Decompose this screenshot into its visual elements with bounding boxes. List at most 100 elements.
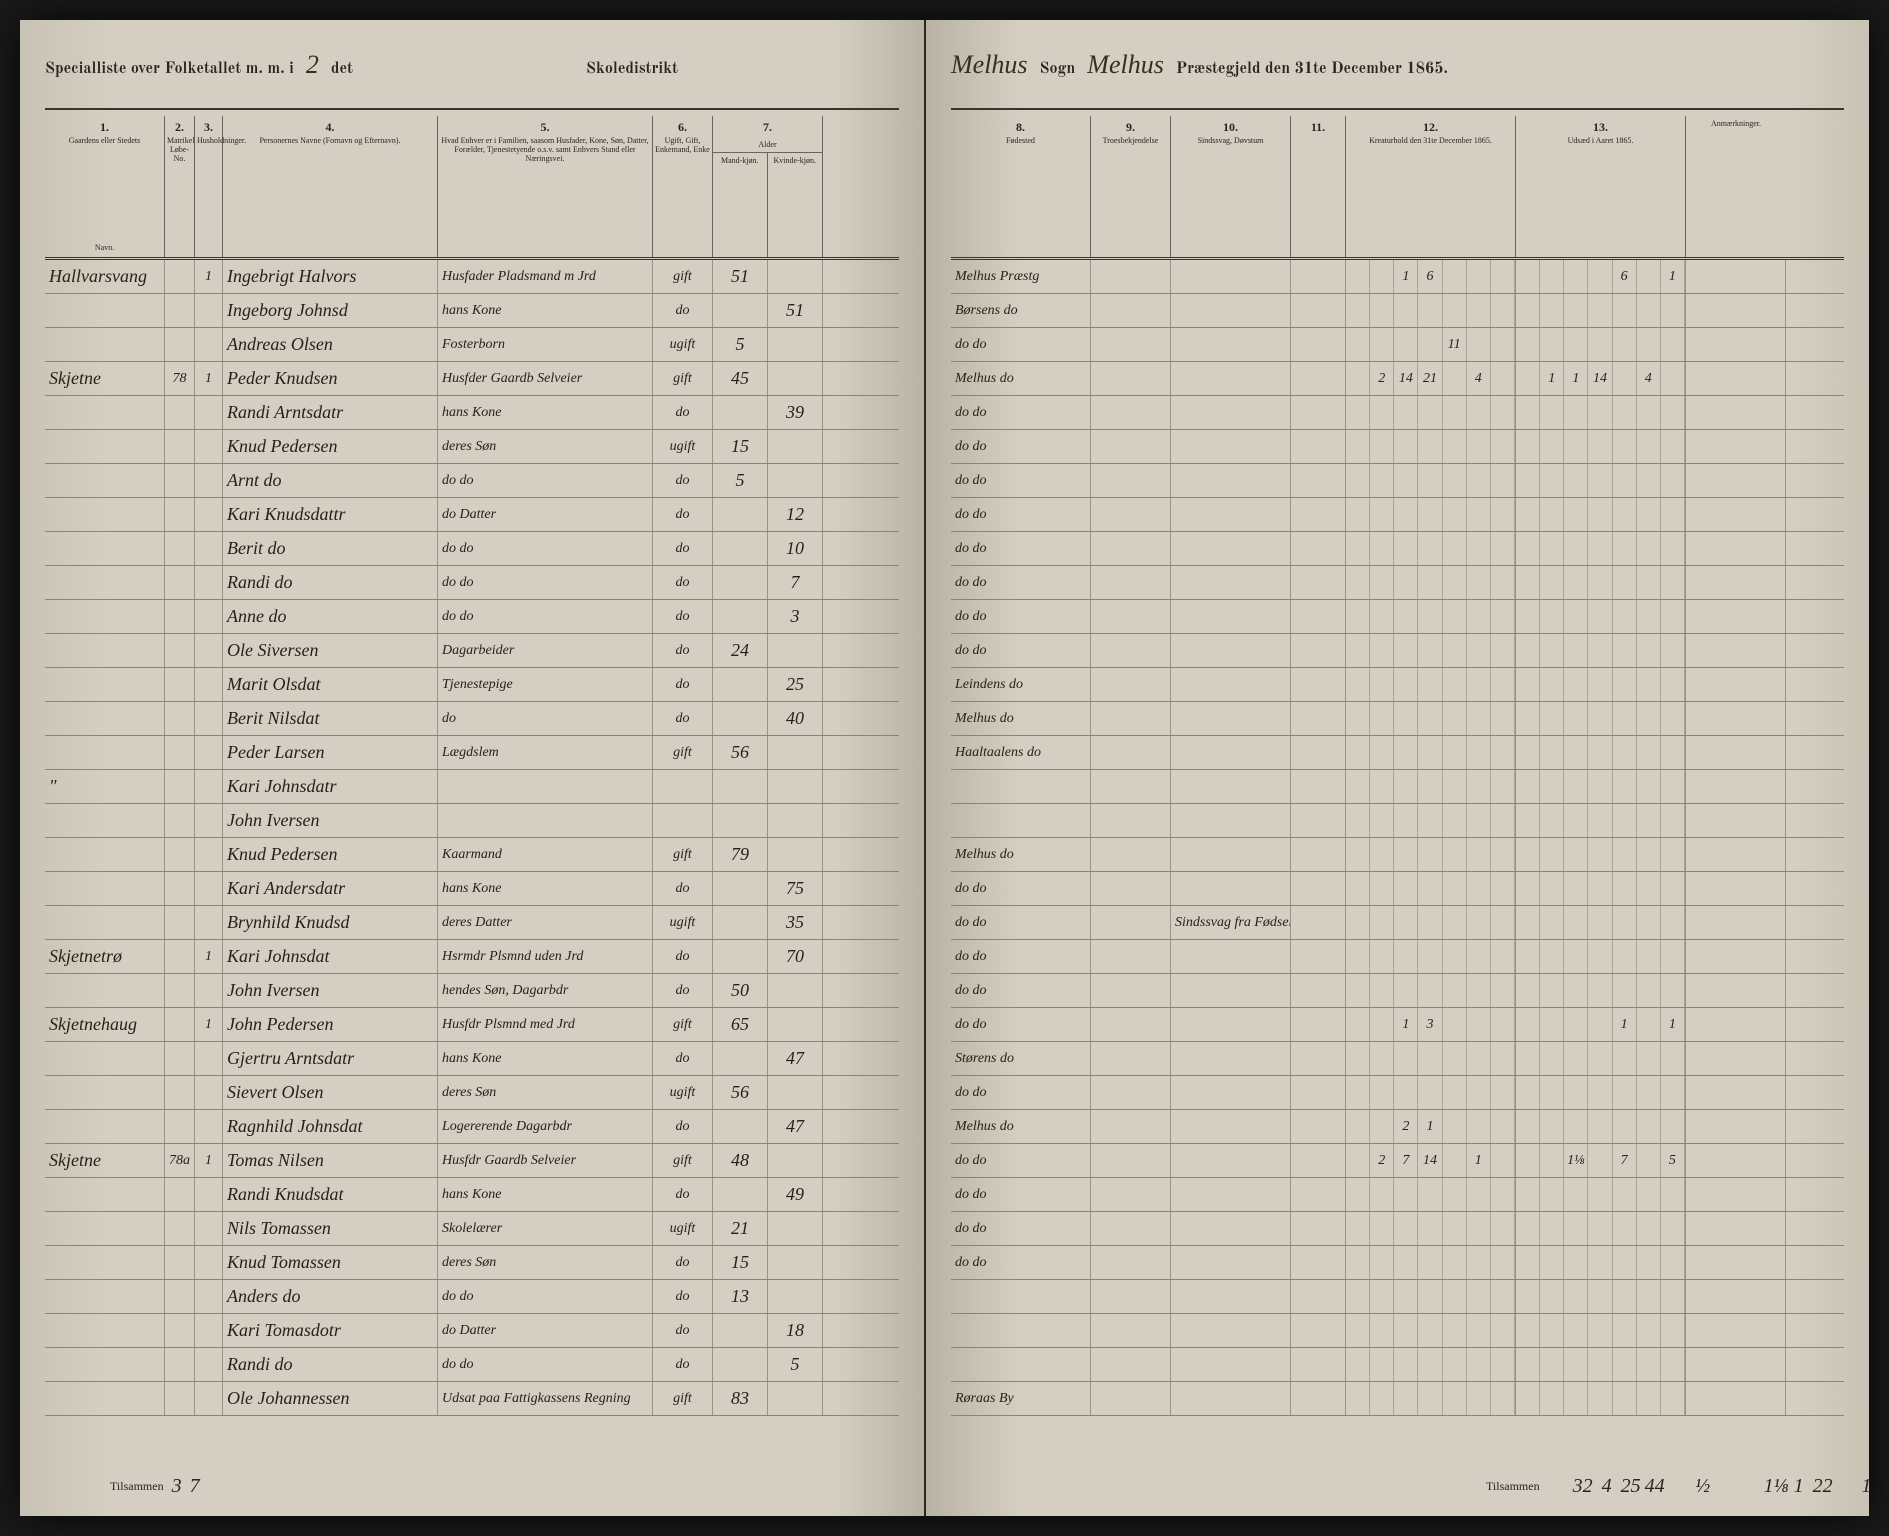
farm-name — [45, 906, 165, 939]
matrikel-no — [165, 804, 195, 837]
matrikel-no — [165, 396, 195, 429]
footer-sum-cell: 22 — [1812, 1475, 1834, 1498]
person-name: Berit Nilsdat — [223, 702, 438, 735]
person-name: Marit Olsdat — [223, 668, 438, 701]
age-male: 50 — [713, 974, 768, 1007]
person-name: Knud Pedersen — [223, 430, 438, 463]
seed — [1516, 940, 1686, 973]
remarks — [1686, 1314, 1786, 1347]
seed — [1516, 634, 1686, 667]
footer-sum-cell: 1 — [1788, 1475, 1810, 1498]
age-male — [713, 566, 768, 599]
person-name: Kari Johnsdatr — [223, 770, 438, 803]
household-no — [195, 634, 223, 667]
footer-sum-cell — [1668, 1475, 1690, 1498]
table-row: Leindens do — [951, 668, 1844, 702]
person-name: Kari Knudsdattr — [223, 498, 438, 531]
table-row: do do — [951, 566, 1844, 600]
matrikel-no — [165, 1348, 195, 1381]
birthplace: do do — [951, 430, 1091, 463]
birthplace: do do — [951, 1008, 1091, 1041]
religion — [1091, 702, 1171, 735]
table-row: Melhus do21421411144 — [951, 362, 1844, 396]
person-name: Knud Tomassen — [223, 1246, 438, 1279]
right-column-headers: 8.Fødested 9.Troesbekjendelse 10.Sindssv… — [951, 110, 1844, 260]
marital-status: ugift — [653, 1076, 713, 1109]
person-name: Randi Knudsdat — [223, 1178, 438, 1211]
livestock — [1346, 1382, 1516, 1415]
remarks — [1686, 1042, 1786, 1075]
household-no: 1 — [195, 1144, 223, 1177]
seed — [1516, 804, 1686, 837]
marital-status: do — [653, 872, 713, 905]
livestock — [1346, 498, 1516, 531]
seed — [1516, 906, 1686, 939]
seed: 1⅛75 — [1516, 1144, 1686, 1177]
age-male — [713, 532, 768, 565]
person-name: Nils Tomassen — [223, 1212, 438, 1245]
remarks — [1686, 600, 1786, 633]
person-role: hans Kone — [438, 872, 653, 905]
livestock — [1346, 600, 1516, 633]
census-book: Specialliste over Folketallet m. m. i 2 … — [20, 20, 1869, 1516]
table-row: do do — [951, 532, 1844, 566]
table-row — [951, 1348, 1844, 1382]
matrikel-no — [165, 430, 195, 463]
matrikel-no — [165, 1314, 195, 1347]
age-male — [713, 1314, 768, 1347]
person-name: Arnt do — [223, 464, 438, 497]
farm-name — [45, 1314, 165, 1347]
matrikel-no — [165, 1246, 195, 1279]
person-name: Peder Knudsen — [223, 362, 438, 395]
remarks — [1686, 668, 1786, 701]
note-col10 — [1171, 260, 1291, 293]
farm-name — [45, 566, 165, 599]
person-role: do Datter — [438, 498, 653, 531]
table-row: Haaltaalens do — [951, 736, 1844, 770]
seed — [1516, 396, 1686, 429]
farm-name — [45, 294, 165, 327]
footer-sum-3: 7 — [190, 1475, 200, 1498]
religion — [1091, 1178, 1171, 1211]
note-col10 — [1171, 328, 1291, 361]
seed — [1516, 1348, 1686, 1381]
marital-status: do — [653, 1348, 713, 1381]
note-col10 — [1171, 974, 1291, 1007]
footer-label-r: Tilsammen — [1486, 1479, 1540, 1494]
table-row: do do — [951, 872, 1844, 906]
person-role: Kaarmand — [438, 838, 653, 871]
table-row: do do — [951, 498, 1844, 532]
household-no — [195, 702, 223, 735]
seed — [1516, 1076, 1686, 1109]
birthplace: do do — [951, 566, 1091, 599]
col11 — [1291, 804, 1346, 837]
farm-name — [45, 838, 165, 871]
farm-name — [45, 736, 165, 769]
col11 — [1291, 702, 1346, 735]
age-male — [713, 1110, 768, 1143]
age-male — [713, 294, 768, 327]
livestock — [1346, 634, 1516, 667]
marital-status: do — [653, 974, 713, 1007]
person-role: Husfdr Gaardb Selveier — [438, 1144, 653, 1177]
marital-status: gift — [653, 1144, 713, 1177]
col11 — [1291, 1008, 1346, 1041]
marital-status: ugift — [653, 906, 713, 939]
matrikel-no — [165, 974, 195, 1007]
col11 — [1291, 362, 1346, 395]
marital-status: gift — [653, 1008, 713, 1041]
birthplace: Størens do — [951, 1042, 1091, 1075]
note-col10 — [1171, 1348, 1291, 1381]
age-male — [713, 1042, 768, 1075]
person-name: Peder Larsen — [223, 736, 438, 769]
age-female — [768, 328, 823, 361]
birthplace: do do — [951, 464, 1091, 497]
age-male: 13 — [713, 1280, 768, 1313]
livestock: 11 — [1346, 328, 1516, 361]
farm-name: Hallvarsvang — [45, 260, 165, 293]
religion — [1091, 1110, 1171, 1143]
age-female: 75 — [768, 872, 823, 905]
col11 — [1291, 1178, 1346, 1211]
table-row: Arnt dodo dodo5 — [45, 464, 899, 498]
marital-status: do — [653, 1042, 713, 1075]
